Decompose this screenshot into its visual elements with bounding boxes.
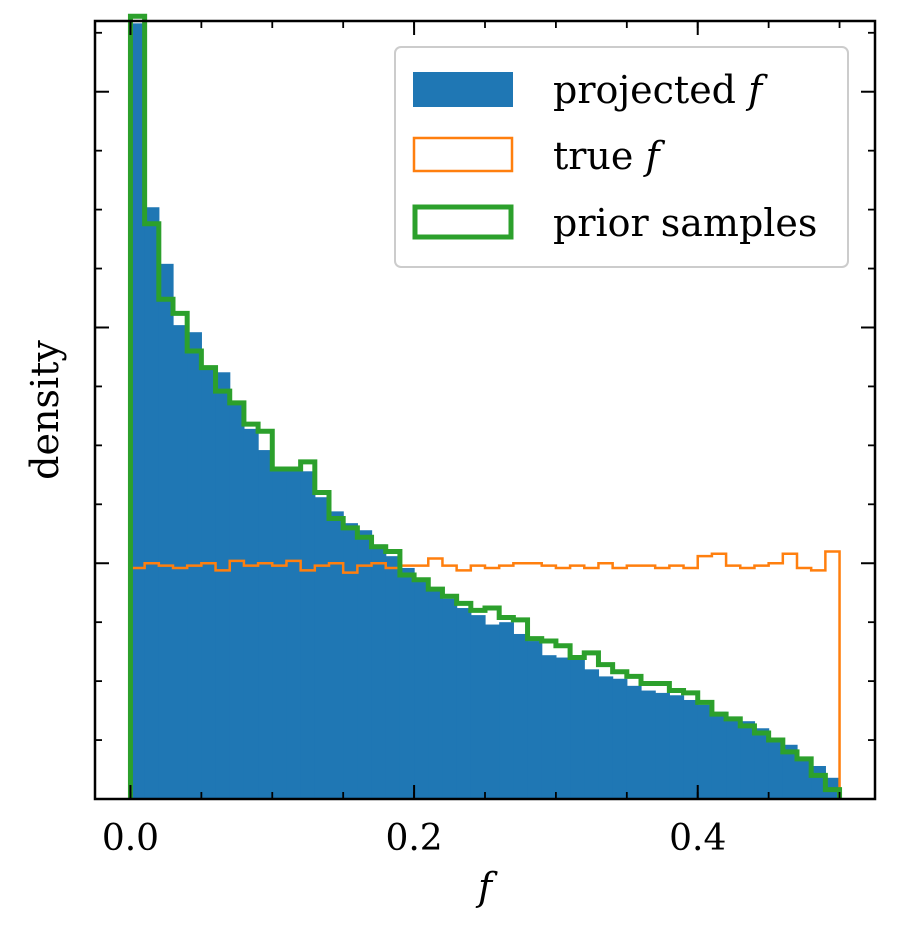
projected-f-bar: [726, 716, 741, 799]
projected-f-bar: [385, 556, 401, 799]
projected-f-bar: [754, 728, 770, 799]
projected-f-bar: [414, 579, 429, 799]
legend-swatch-projected: [413, 72, 513, 107]
legend-swatch-true: [412, 136, 514, 173]
projected-f-bar: [399, 567, 415, 799]
projected-f-bar: [286, 466, 302, 799]
projected-f-bar: [428, 589, 444, 799]
projected-f-bar: [584, 669, 600, 799]
projected-f-bar: [357, 530, 373, 799]
projected-f-bar: [527, 641, 543, 799]
projected-f-bar: [258, 450, 273, 799]
plot-area: [127, 13, 843, 800]
projected-f-bar: [314, 497, 330, 799]
projected-f-bar: [456, 608, 472, 799]
legend-label-true: true f: [553, 134, 665, 178]
projected-f-bar: [485, 624, 500, 799]
legend-swatch-prior: [412, 204, 514, 240]
projected-f-bar: [470, 615, 486, 799]
projected-f-bar: [669, 695, 685, 799]
x-tick-label: 0.0: [102, 818, 159, 859]
projected-f-bar: [655, 692, 670, 799]
true-f-step-line: [129, 550, 841, 799]
projected-f-bar: [130, 23, 146, 799]
projected-f-bar: [229, 402, 245, 799]
projected-f-bar: [740, 721, 756, 799]
projected-f-bar: [683, 699, 699, 799]
x-tick-labels: 0.0 0.2 0.4: [102, 818, 727, 859]
projected-f-bar: [201, 369, 217, 799]
projected-f-bar: [612, 678, 628, 799]
legend-label-projected: projected f: [553, 68, 768, 112]
projected-f-bar: [598, 676, 614, 799]
projected-f-bar: [343, 523, 358, 799]
projected-f-bar: [158, 263, 174, 799]
projected-f-bar: [782, 744, 798, 799]
projected-f-bar: [272, 466, 288, 799]
projected-f-bar: [697, 704, 713, 799]
projected-f-bar: [570, 659, 585, 799]
projected-f-bar: [555, 657, 571, 799]
y-axis-label: density: [23, 340, 67, 480]
legend-label-prior: prior samples: [553, 201, 817, 245]
x-axis-label: f: [475, 865, 498, 909]
projected-f-bar: [329, 511, 344, 799]
projected-f-bar: [144, 207, 160, 800]
projected-f-bar: [641, 690, 656, 799]
projected-f-bar: [626, 685, 642, 799]
projected-f-bar: [243, 428, 259, 799]
projected-f-bar: [768, 737, 784, 799]
legend: projected f true f prior samples: [394, 46, 849, 268]
projected-f-bar: [499, 622, 514, 799]
projected-f-bar: [215, 372, 231, 799]
projected-f-bar: [442, 598, 458, 799]
projected-f-bar: [513, 633, 529, 799]
x-tick-label: 0.4: [669, 818, 726, 859]
projected-f-bar: [371, 544, 387, 799]
projected-f-bar: [797, 756, 812, 799]
axis-ticks: [95, 21, 875, 799]
projected-f-bars: [130, 23, 841, 800]
projected-f-bar: [300, 471, 316, 799]
prior-samples-step-line: [127, 13, 843, 799]
projected-f-bar: [541, 655, 557, 799]
x-tick-label: 0.2: [385, 818, 442, 859]
projected-f-bar: [173, 325, 188, 799]
projected-f-bar: [711, 711, 727, 799]
